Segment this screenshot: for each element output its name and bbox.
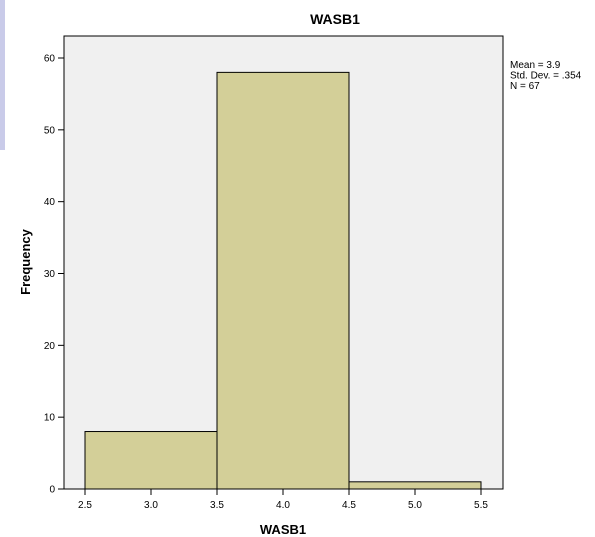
x-tick-label: 5.5 bbox=[474, 500, 488, 511]
y-axis: 0 10 20 30 40 50 60 bbox=[44, 54, 64, 496]
y-tick-label: 30 bbox=[44, 269, 56, 280]
y-tick-label: 60 bbox=[44, 54, 56, 65]
window-edge bbox=[0, 0, 5, 150]
histogram-bar-2 bbox=[216, 71, 350, 490]
x-tick-label: 2.5 bbox=[78, 500, 92, 511]
stat-line: N = 67 bbox=[510, 81, 540, 92]
y-tick-label: 20 bbox=[44, 341, 56, 352]
x-tick-label: 4.5 bbox=[342, 500, 356, 511]
histogram-bar-3 bbox=[348, 481, 482, 490]
y-tick-label: 0 bbox=[49, 485, 55, 496]
y-axis-label: Frequency bbox=[18, 228, 33, 295]
x-tick-label: 3.5 bbox=[210, 500, 224, 511]
histogram-bar-1 bbox=[84, 431, 218, 490]
chart-title: WASB1 bbox=[310, 11, 360, 27]
x-tick-label: 4.0 bbox=[276, 500, 290, 511]
y-tick-label: 50 bbox=[44, 125, 56, 136]
x-tick-label: 5.0 bbox=[408, 500, 422, 511]
x-axis-label: WASB1 bbox=[260, 522, 306, 537]
y-tick-label: 10 bbox=[44, 413, 56, 424]
x-tick-label: 3.0 bbox=[144, 500, 158, 511]
stat-line: Mean = 3.9 bbox=[510, 60, 561, 71]
stat-line: Std. Dev. = .354 bbox=[510, 71, 582, 82]
x-axis: 2.5 3.0 3.5 4.0 4.5 5.0 5.5 bbox=[78, 489, 488, 511]
y-tick-label: 40 bbox=[44, 197, 56, 208]
